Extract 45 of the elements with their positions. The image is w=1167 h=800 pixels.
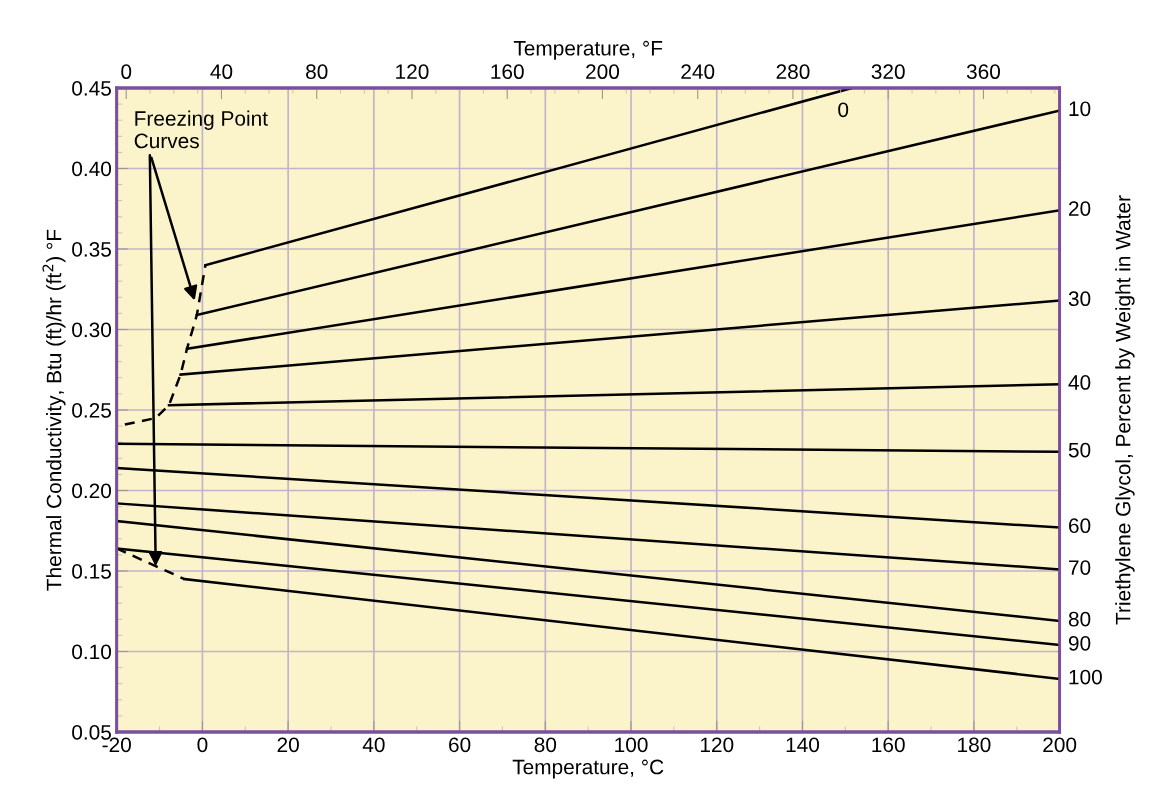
- x-tick-label: 200: [1043, 737, 1077, 753]
- series-label: 30: [1068, 291, 1091, 307]
- y-tick-label: 0.10: [72, 644, 112, 660]
- series-label: 90: [1068, 635, 1091, 651]
- series-label: 40: [1068, 375, 1091, 390]
- y-tick-label: 0.15: [72, 564, 111, 579]
- x-tick-label: 160: [872, 737, 905, 753]
- series-label: 20: [1069, 201, 1091, 216]
- y2-axis-title: Triethylene Glycol, Percent by Weight in Water: [1115, 195, 1135, 625]
- x2-tick-label: 120: [396, 64, 429, 80]
- series-label: 10: [1069, 101, 1091, 117]
- y-tick-label: 0.40: [72, 161, 112, 177]
- series-label: 60: [1069, 518, 1091, 534]
- x2-tick-label: 200: [586, 64, 620, 80]
- x2-axis-title: Temperature, °F: [513, 40, 663, 60]
- x2-tick-label: 40: [210, 64, 233, 80]
- x-tick-label: 60: [449, 737, 471, 753]
- x2-tick-label: 80: [306, 64, 328, 80]
- x2-tick-label: 360: [966, 64, 1001, 80]
- y-tick-label: 0.25: [72, 403, 111, 418]
- x2-tick-label: 280: [776, 64, 810, 80]
- x2-tick-label: 320: [871, 64, 905, 80]
- x2-tick-label: 0: [121, 64, 132, 80]
- y-tick-label: 0.45: [72, 81, 111, 96]
- series-label: 0: [838, 102, 849, 118]
- x2-tick-label: 240: [681, 64, 715, 80]
- y-tick-label: 0.20: [72, 483, 112, 499]
- x2-tick-label: 160: [491, 64, 524, 80]
- series-label: 70: [1069, 560, 1091, 575]
- y-axis-title: Thermal Conductivity, Btu (ft)/hr (ft$^{2}$) °F: [42, 229, 66, 591]
- y-tick-label: 0.35: [72, 242, 111, 257]
- x-tick-label: 40: [362, 737, 385, 753]
- x-tick-label: 100: [615, 737, 648, 753]
- series-label: 50: [1068, 442, 1091, 458]
- y-tick-label: 0.30: [72, 322, 112, 338]
- x-tick-label: 80: [534, 737, 557, 753]
- x-tick-label: 140: [786, 737, 820, 753]
- x-tick-label: 0: [197, 737, 208, 753]
- series-label: 100: [1069, 669, 1102, 685]
- x-tick-label: 120: [700, 737, 734, 753]
- x-tick-label: 20: [277, 737, 299, 753]
- x-tick-label: 180: [958, 737, 991, 753]
- x-axis-title: Temperature, °C: [512, 759, 664, 779]
- series-label: 80: [1068, 611, 1091, 627]
- annotation: Freezing Point Curves: [134, 110, 268, 149]
